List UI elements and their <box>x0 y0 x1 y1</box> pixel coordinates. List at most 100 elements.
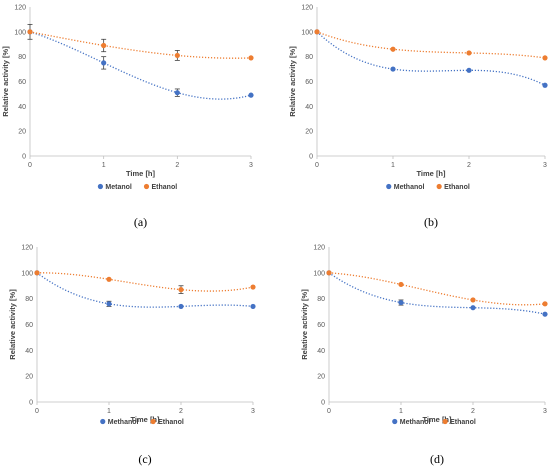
chart-d-series-0-point <box>542 311 548 317</box>
chart-a-y-tick-label: 60 <box>18 79 26 86</box>
chart-c-x-tick-label: 2 <box>179 408 183 415</box>
chart-b-y-tick-label: 60 <box>305 79 313 86</box>
chart-a-series-1-trendline <box>29 31 252 59</box>
chart-d-legend-marker-1 <box>442 418 448 425</box>
chart-a-x-tick-label: 0 <box>28 162 32 169</box>
chart-c-y-tick-label: 40 <box>25 348 33 355</box>
chart-d-x-tick-label: 0 <box>327 408 331 415</box>
chart-b-legend-label-0: Methanol <box>394 184 425 191</box>
chart-b-series-0-point <box>542 82 548 88</box>
chart-d-series-1-trendline <box>328 272 546 306</box>
chart-a-legend-label-0: Metanol <box>105 184 131 191</box>
chart-a-x-tick-label: 2 <box>175 162 179 169</box>
chart-b-x-tick-label: 0 <box>315 162 319 169</box>
chart-a-y-tick-label: 80 <box>18 54 26 61</box>
chart-c-series-1-point <box>250 284 256 290</box>
chart-b-legend-marker-0 <box>386 183 392 190</box>
chart-b-x-tick-label: 2 <box>467 162 471 169</box>
chart-a-legend-marker-1 <box>143 183 150 190</box>
chart-b-series-0-trendline <box>316 31 546 86</box>
chart-b-series-1-point <box>466 50 472 56</box>
chart-b-y-tick-label: 20 <box>305 129 313 136</box>
chart-d-y-axis-title: Relative activity [%] <box>300 289 309 360</box>
chart-d-y-tick-label: 100 <box>313 270 325 277</box>
chart-b-y-tick-label: 0 <box>309 154 313 161</box>
chart-d-series-1-point <box>398 281 404 288</box>
chart-b-legend-label-1: Ethanol <box>444 184 470 191</box>
chart-d-caption: (d) <box>430 452 444 466</box>
chart-b-y-tick-label: 80 <box>305 54 313 61</box>
chart-b-y-axis-title: Relative activity [%] <box>288 46 297 117</box>
chart-b-y-tick-label: 100 <box>301 29 313 36</box>
chart-b-caption: (b) <box>424 215 438 229</box>
chart-c-y-tick-label: 100 <box>21 270 33 277</box>
chart-a-y-tick-label: 40 <box>18 104 26 111</box>
chart-b-y-tick-label: 120 <box>301 5 313 12</box>
chart-c-series-0-point <box>250 303 256 310</box>
chart-c-y-tick-label: 80 <box>25 296 33 303</box>
chart-panel-c: 0 20 40 60 80 100 120 0 1 2 3 Time [h] Relative acti… <box>8 245 256 466</box>
chart-d-legend-marker-0 <box>392 418 398 425</box>
chart-a-series-0-point <box>101 60 107 66</box>
chart-a-y-tick-label: 0 <box>22 154 26 161</box>
chart-c-legend-marker-0 <box>100 418 106 425</box>
chart-a-series-0-point <box>248 92 254 98</box>
chart-c-x-tick-label: 0 <box>35 408 39 415</box>
chart-b-series-1-point <box>314 29 320 35</box>
chart-b-series-1-point <box>542 55 548 61</box>
chart-c-y-tick-label: 20 <box>25 374 33 381</box>
chart-d-x-tick-label: 1 <box>399 408 403 415</box>
chart-c-legend-label-1: Ethanol <box>158 419 184 426</box>
chart-d-y-tick-label: 60 <box>317 322 325 329</box>
chart-c-x-tick-label: 3 <box>251 408 255 415</box>
chart-d-y-tick-label: 20 <box>317 374 325 381</box>
chart-c-legend-label-0: Methanol <box>108 419 139 426</box>
chart-c-y-tick-label: 60 <box>25 322 33 329</box>
chart-a-series-1-point <box>174 52 180 59</box>
chart-d-series-1-point <box>470 297 476 303</box>
chart-panel-a: 0 20 40 60 80 100 120 0 1 2 3 Time [h] Relative acti… <box>1 5 254 229</box>
chart-c-series-1-point <box>178 287 184 293</box>
chart-c-series-1-trendline <box>36 272 254 292</box>
chart-a-y-tick-label: 120 <box>14 5 26 12</box>
chart-a-y-axis-title: Relative activity [%] <box>1 46 10 117</box>
chart-a-series-1-point <box>248 55 254 61</box>
chart-d-x-tick-label: 2 <box>471 408 475 415</box>
chart-c-series-0-point <box>106 301 112 307</box>
chart-a-series-0-point <box>174 90 180 96</box>
chart-c-series-1-point <box>106 276 112 282</box>
chart-d-series-0-point <box>398 299 404 306</box>
chart-d-y-tick-label: 0 <box>321 400 325 407</box>
chart-d-legend-label-1: Ethanol <box>450 419 476 426</box>
chart-a-x-tick-label: 1 <box>102 162 106 169</box>
chart-d-legend-label-0: Methanol <box>400 419 431 426</box>
chart-a-y-tick-label: 20 <box>18 129 26 136</box>
chart-c-series-1-point <box>34 270 40 276</box>
chart-d-series-0-point <box>470 305 476 311</box>
chart-c-y-axis-title: Relative activity [%] <box>8 289 17 360</box>
chart-b-x-tick-label: 1 <box>391 162 395 169</box>
chart-d-series-0-trendline <box>328 272 546 315</box>
chart-a-y-tick-label: 100 <box>14 29 26 36</box>
chart-a-series-1-point <box>27 29 33 35</box>
chart-b-x-axis-title: Time [h] <box>416 169 446 178</box>
chart-a-x-axis-title: Time [h] <box>126 169 156 178</box>
chart-c-series-0-point <box>178 303 184 310</box>
chart-d-y-tick-label: 80 <box>317 296 325 303</box>
chart-b-series-1-trendline <box>316 31 546 59</box>
chart-a-series-1-point <box>101 42 107 49</box>
chart-panel-b: 0 20 40 60 80 100 120 0 1 2 3 Time [h] Relative acti… <box>288 5 548 229</box>
chart-b-series-0-point <box>390 66 396 72</box>
chart-b-series-1-point <box>390 46 396 52</box>
chart-d-series-1-point <box>542 301 548 307</box>
chart-c-caption: (c) <box>138 452 151 466</box>
chart-b-legend-marker-1 <box>436 183 442 190</box>
chart-a-legend-label-1: Ethanol <box>152 184 178 191</box>
chart-d-y-tick-label: 40 <box>317 348 325 355</box>
chart-panel-d: 0 20 40 60 80 100 120 0 1 2 3 Time [h] Relative acti… <box>300 245 548 466</box>
chart-a-series-0-trendline <box>29 31 252 100</box>
chart-c-legend-marker-1 <box>150 418 156 425</box>
chart-c-y-tick-label: 0 <box>29 400 33 407</box>
chart-a-caption: (a) <box>134 215 147 229</box>
